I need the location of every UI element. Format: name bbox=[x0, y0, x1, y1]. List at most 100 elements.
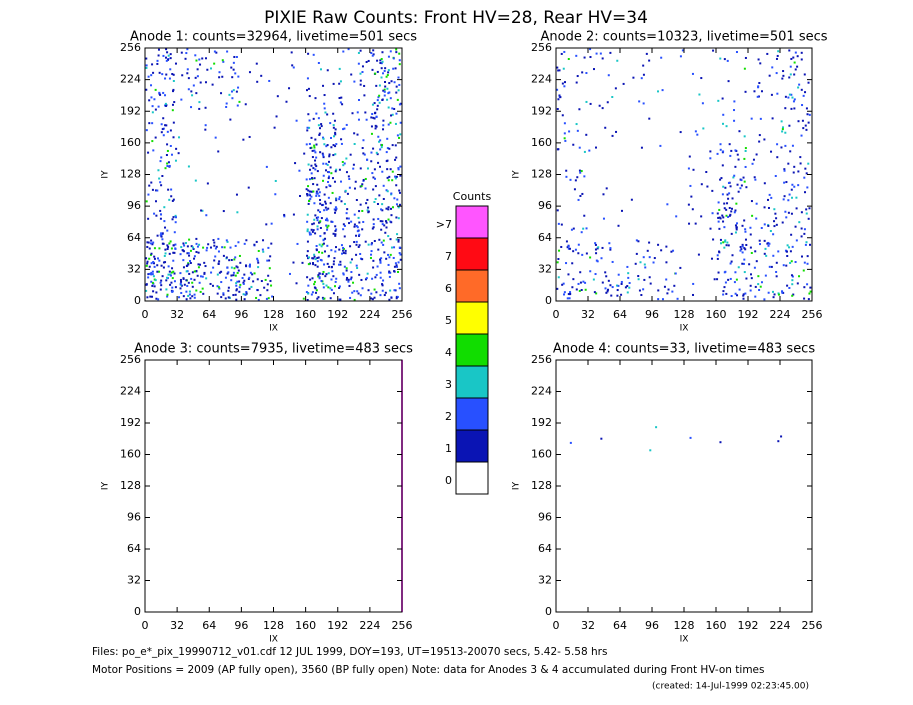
count-dot bbox=[156, 234, 159, 237]
count-dot bbox=[380, 146, 383, 149]
count-dot bbox=[800, 227, 803, 230]
count-dot bbox=[583, 214, 586, 217]
count-dot bbox=[195, 289, 198, 292]
count-dot bbox=[791, 96, 794, 99]
count-dot bbox=[617, 224, 620, 227]
count-dot bbox=[598, 104, 601, 107]
count-dot bbox=[371, 103, 374, 106]
count-dot bbox=[640, 294, 643, 297]
count-dot bbox=[388, 271, 391, 274]
count-dot bbox=[322, 179, 325, 182]
count-dot bbox=[722, 220, 725, 223]
count-dot bbox=[158, 91, 161, 94]
count-dot bbox=[330, 265, 333, 268]
count-dot bbox=[319, 235, 322, 238]
count-dot bbox=[147, 241, 150, 244]
count-dot bbox=[392, 57, 395, 60]
count-dot bbox=[255, 296, 258, 299]
density-cell bbox=[241, 271, 274, 301]
count-dot bbox=[191, 94, 194, 97]
count-dot bbox=[759, 62, 762, 65]
count-dot bbox=[768, 193, 771, 196]
count-dot bbox=[311, 291, 314, 294]
count-dot bbox=[589, 48, 592, 51]
count-dot bbox=[792, 293, 795, 296]
count-dot bbox=[744, 230, 747, 233]
count-dot bbox=[312, 263, 315, 266]
count-dot bbox=[311, 149, 314, 152]
count-dot bbox=[717, 220, 720, 223]
count-dot bbox=[388, 91, 391, 94]
density-cell bbox=[697, 238, 715, 260]
count-dot bbox=[332, 154, 335, 157]
count-dot bbox=[335, 168, 338, 171]
count-dot bbox=[179, 278, 182, 281]
count-dot bbox=[358, 244, 361, 247]
count-dot bbox=[340, 142, 343, 145]
count-dot bbox=[563, 132, 566, 135]
count-dot bbox=[153, 257, 156, 260]
count-dot bbox=[182, 250, 185, 253]
count-dot bbox=[797, 120, 800, 123]
count-dot bbox=[648, 241, 651, 244]
count-dot bbox=[236, 266, 239, 269]
count-dot bbox=[180, 98, 183, 101]
count-dot bbox=[225, 102, 228, 105]
count-dot bbox=[388, 147, 391, 150]
count-dot bbox=[383, 224, 386, 227]
count-dot bbox=[749, 233, 752, 236]
count-dot bbox=[729, 154, 732, 157]
x-tick-label: 224 bbox=[359, 619, 380, 632]
count-dot bbox=[728, 206, 731, 209]
count-dot bbox=[311, 223, 314, 226]
count-dot bbox=[795, 207, 798, 210]
count-dot bbox=[670, 250, 673, 253]
count-dot bbox=[373, 239, 376, 242]
count-dot bbox=[220, 270, 223, 273]
count-dot bbox=[332, 126, 335, 129]
count-dot bbox=[742, 294, 745, 297]
count-dot bbox=[722, 216, 725, 219]
count-dot bbox=[373, 102, 376, 105]
count-dot bbox=[193, 278, 196, 281]
count-dot bbox=[164, 248, 167, 251]
count-dot bbox=[671, 290, 674, 293]
count-dot bbox=[306, 129, 309, 132]
count-dot bbox=[355, 253, 358, 256]
count-dot bbox=[781, 126, 784, 129]
count-dot bbox=[290, 51, 293, 54]
density-cell bbox=[753, 82, 779, 98]
count-dot bbox=[735, 278, 738, 281]
count-dot bbox=[578, 289, 581, 292]
count-dot bbox=[206, 246, 209, 249]
density-cell bbox=[283, 213, 295, 218]
count-dot bbox=[339, 260, 342, 263]
count-dot bbox=[372, 226, 375, 229]
y-tick-label: 224 bbox=[120, 385, 141, 398]
count-dot bbox=[325, 145, 328, 148]
count-dot bbox=[145, 66, 148, 69]
density-cell bbox=[338, 175, 369, 206]
count-dot bbox=[150, 273, 153, 276]
count-dot bbox=[380, 67, 383, 70]
count-dot bbox=[378, 140, 381, 143]
count-dot bbox=[150, 239, 153, 242]
count-dot bbox=[697, 253, 700, 256]
count-dot bbox=[160, 264, 163, 267]
density-cell bbox=[179, 237, 210, 269]
count-dot bbox=[734, 209, 737, 212]
count-dot bbox=[692, 168, 695, 171]
count-dot bbox=[306, 254, 309, 257]
count-dot bbox=[366, 158, 369, 161]
count-dot bbox=[355, 243, 358, 246]
count-dot bbox=[267, 297, 270, 300]
count-dot bbox=[694, 222, 697, 225]
count-dot bbox=[306, 298, 309, 301]
count-dot bbox=[615, 284, 618, 287]
footer-motor: Motor Positions = 2009 (AP fully open), … bbox=[92, 664, 765, 676]
count-dot bbox=[162, 134, 165, 137]
count-dot bbox=[303, 152, 306, 155]
count-dot bbox=[340, 96, 343, 99]
count-dot bbox=[167, 245, 170, 248]
count-dot bbox=[581, 71, 584, 74]
